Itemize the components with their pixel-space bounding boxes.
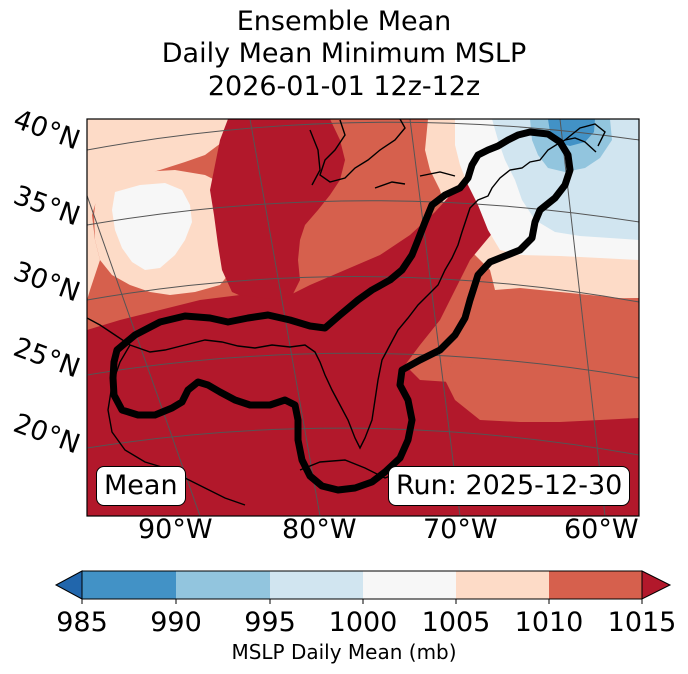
colorbar-bin-1005-1010 (456, 571, 549, 599)
colorbar-tick-985: 985 (56, 607, 108, 638)
colorbar-bin-985-990 (82, 571, 176, 599)
mean-badge: Mean (96, 466, 186, 506)
colorbar-under-triangle (54, 570, 83, 600)
run-date-badge: Run: 2025-12-30 (388, 466, 631, 506)
colorbar-tick-1000: 1000 (328, 607, 398, 638)
field-1010-southeast (445, 298, 639, 422)
colorbar-tick-990: 990 (150, 607, 202, 638)
colorbar-bin-990-995 (176, 571, 270, 599)
lon-label-80w: 80°W (282, 514, 357, 545)
map-panel (87, 119, 639, 516)
map-frame (86, 118, 640, 517)
mslp-1010-contour (109, 128, 574, 494)
field-1015-south (87, 150, 639, 516)
colorbar-tick-1005: 1005 (421, 607, 491, 638)
colorbar-label: MSLP Daily Mean (mb) (231, 640, 457, 664)
colorbar-frame (81, 570, 643, 600)
colorbar-bin-995-1000 (270, 571, 363, 599)
colorbar-tick-995: 995 (244, 607, 296, 638)
colorbar-bin-1010-1015 (549, 571, 642, 599)
colorbar-over-triangle (641, 570, 672, 600)
title-line-2: Daily Mean Minimum MSLP (161, 38, 527, 69)
lon-label-70w: 70°W (423, 514, 498, 545)
lon-label-90w: 90°W (138, 514, 213, 545)
field-1015-central (210, 119, 345, 305)
colorbar-tick-1015: 1015 (607, 607, 677, 638)
title-line-1: Ensemble Mean (236, 6, 452, 37)
colorbar-tick-1010: 1010 (514, 607, 584, 638)
graticule (87, 119, 639, 516)
colorbar-bin-1000-1005 (363, 571, 456, 599)
field-1000-west (112, 183, 192, 270)
field-1005-nw (87, 119, 230, 300)
lon-label-60w: 60°W (564, 514, 639, 545)
colorbar (54, 570, 672, 604)
title-line-3: 2026-01-01 12z-12z (207, 71, 481, 102)
